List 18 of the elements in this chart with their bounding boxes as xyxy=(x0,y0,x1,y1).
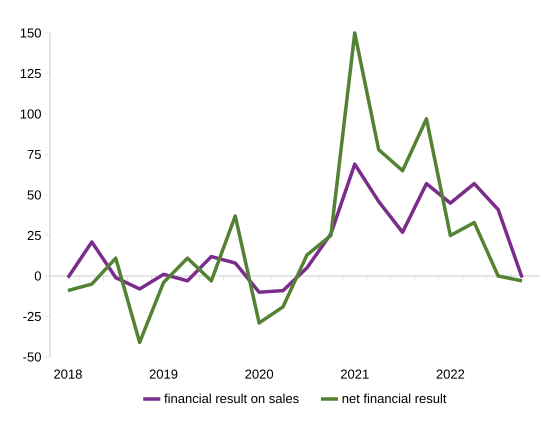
legend-label: financial result on sales xyxy=(164,394,299,404)
x-tick-label: 2021 xyxy=(340,370,369,379)
y-tick-label: 75 xyxy=(28,150,41,160)
y-tick-label: 0 xyxy=(34,271,41,281)
y-tick-label: 150 xyxy=(20,28,41,38)
y-tick-label: 50 xyxy=(28,190,41,200)
x-tick-label: 2022 xyxy=(436,370,464,379)
x-tick-label: 2019 xyxy=(150,370,178,379)
y-tick-label: -25 xyxy=(23,312,41,322)
line-series xyxy=(66,31,524,344)
y-tick-label: 25 xyxy=(28,230,41,240)
y-tick-label: 125 xyxy=(20,68,41,78)
legend-label: net financial result xyxy=(342,394,446,404)
line-series xyxy=(66,162,524,294)
y-tick-label: 100 xyxy=(20,109,41,119)
x-tick-label: 2018 xyxy=(54,370,82,379)
x-tick-label: 2020 xyxy=(245,370,274,379)
y-tick-label: -50 xyxy=(23,352,41,362)
